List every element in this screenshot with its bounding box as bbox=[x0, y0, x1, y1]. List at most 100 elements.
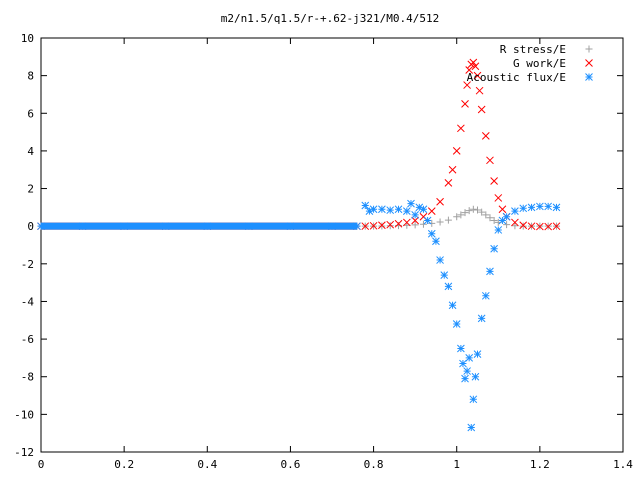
data-point bbox=[544, 222, 553, 231]
data-point bbox=[411, 216, 419, 225]
data-point bbox=[245, 222, 253, 231]
data-point bbox=[461, 209, 469, 217]
data-point bbox=[511, 207, 519, 215]
data-point bbox=[453, 213, 461, 221]
y-tick-label: -10 bbox=[14, 408, 34, 421]
data-point bbox=[444, 282, 453, 291]
data-point bbox=[465, 66, 474, 74]
data-point bbox=[459, 359, 467, 368]
data-marks bbox=[37, 58, 561, 432]
y-tick-label: -4 bbox=[21, 295, 35, 308]
data-point bbox=[481, 132, 490, 140]
y-tick-label: 10 bbox=[21, 32, 34, 45]
data-point bbox=[527, 203, 536, 212]
x-tick-label: 0.6 bbox=[280, 458, 300, 471]
data-point bbox=[286, 222, 295, 231]
data-point bbox=[369, 221, 378, 230]
data-point bbox=[448, 301, 457, 310]
data-point bbox=[471, 62, 480, 71]
data-point bbox=[407, 199, 415, 208]
data-point bbox=[78, 222, 87, 231]
legend-marker bbox=[585, 59, 593, 67]
legend-marker bbox=[585, 45, 593, 53]
data-point bbox=[452, 147, 461, 155]
data-point bbox=[486, 267, 494, 276]
legend-marker bbox=[585, 73, 593, 81]
data-point bbox=[386, 220, 395, 229]
data-point bbox=[544, 202, 553, 211]
x-tick-label: 0.2 bbox=[114, 458, 134, 471]
data-point bbox=[519, 222, 527, 230]
chart-title: m2/n1.5/q1.5/r-+.62-j321/M0.4/512 bbox=[221, 12, 440, 25]
data-point bbox=[386, 222, 394, 230]
data-point bbox=[427, 207, 436, 215]
data-point bbox=[402, 207, 411, 215]
plot-area-border bbox=[40, 37, 624, 453]
data-point bbox=[361, 222, 370, 231]
data-point bbox=[203, 222, 212, 231]
data-point bbox=[369, 205, 378, 214]
data-point bbox=[461, 100, 469, 108]
data-point bbox=[436, 256, 444, 264]
legend-label: Acoustic flux/E bbox=[467, 71, 566, 84]
data-point bbox=[474, 206, 481, 214]
data-point bbox=[486, 214, 494, 222]
data-point bbox=[465, 354, 474, 362]
data-point bbox=[361, 201, 370, 210]
x-tick-label: 1.4 bbox=[613, 458, 633, 471]
data-point bbox=[511, 222, 519, 230]
x-tick-label: 0 bbox=[38, 458, 45, 471]
y-tick-label: 2 bbox=[27, 183, 34, 196]
data-point bbox=[490, 244, 498, 253]
x-tick-label: 1 bbox=[453, 458, 460, 471]
legend-label: R stress/E bbox=[500, 43, 566, 56]
data-point bbox=[457, 124, 465, 133]
data-point bbox=[481, 291, 490, 300]
data-point bbox=[463, 81, 471, 89]
x-tick-label: 1.2 bbox=[530, 458, 550, 471]
data-point bbox=[386, 206, 395, 215]
data-point bbox=[490, 177, 498, 185]
data-point bbox=[469, 58, 478, 67]
data-point bbox=[436, 218, 444, 226]
data-point bbox=[457, 211, 465, 219]
data-point bbox=[471, 372, 480, 381]
y-tick-label: 0 bbox=[27, 220, 34, 233]
data-point bbox=[469, 205, 477, 213]
data-point bbox=[465, 207, 473, 215]
data-point bbox=[473, 350, 482, 358]
data-point bbox=[432, 237, 440, 246]
data-point bbox=[490, 217, 498, 225]
data-point bbox=[494, 194, 503, 202]
data-point bbox=[473, 71, 482, 80]
y-tick-label: -6 bbox=[21, 333, 34, 346]
data-point bbox=[415, 203, 424, 212]
data-point bbox=[423, 216, 432, 225]
data-point bbox=[411, 211, 419, 219]
data-point bbox=[527, 222, 536, 231]
data-point bbox=[503, 221, 511, 229]
y-tick-label: -2 bbox=[21, 258, 34, 271]
y-tick-label: 4 bbox=[27, 145, 34, 158]
data-point bbox=[552, 203, 561, 212]
legend-label: G work/E bbox=[513, 57, 566, 70]
data-point bbox=[486, 156, 494, 165]
data-point bbox=[552, 222, 561, 231]
axis-ticks: 0 0.2 0.4 0.6 0.8 1 1.2 1.4 -12 -10 -8 -6 -4 -2 0 2 4 6 8 1… bbox=[14, 32, 633, 471]
data-point bbox=[419, 220, 427, 228]
data-point bbox=[444, 179, 453, 187]
x-tick-label: 0.4 bbox=[197, 458, 217, 471]
data-point bbox=[37, 222, 45, 231]
data-point bbox=[498, 216, 507, 225]
data-point bbox=[477, 314, 486, 323]
data-point bbox=[161, 222, 170, 231]
data-point bbox=[444, 216, 452, 224]
data-point bbox=[502, 212, 511, 221]
data-point bbox=[475, 86, 484, 95]
data-point bbox=[511, 218, 519, 227]
data-point bbox=[463, 367, 471, 375]
data-point bbox=[428, 219, 436, 227]
